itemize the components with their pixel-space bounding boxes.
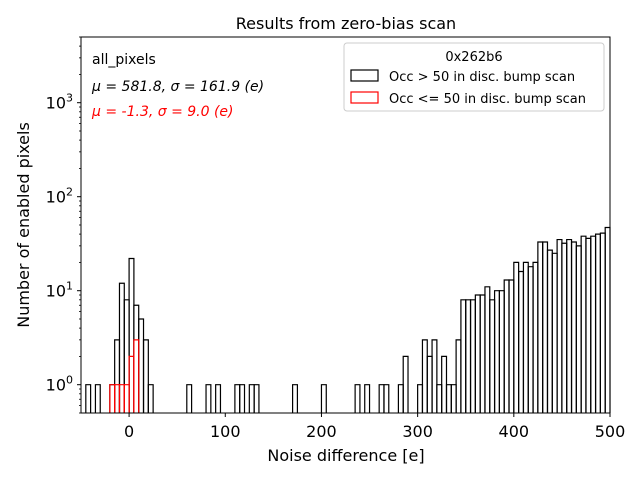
y-axis-label: Number of enabled pixels [14, 122, 33, 328]
legend-entry-high: Occ > 50 in disc. bump scan [389, 70, 575, 85]
annotation-stats-all: μ = 581.8, σ = 161.9 (e) [91, 79, 264, 95]
legend-title: 0x262b6 [445, 50, 502, 65]
histogram-bin [205, 384, 212, 413]
series-1 [109, 339, 140, 413]
histogram-bin [142, 339, 149, 413]
axes-frame [80, 36, 611, 414]
x-tick-label: 300 [402, 422, 433, 441]
histogram-bin [147, 384, 154, 413]
x-axis-label: Noise difference [e] [267, 446, 424, 465]
x-tick-label: 200 [306, 422, 337, 441]
histogram-bin [215, 384, 222, 413]
histogram-bin [292, 384, 299, 413]
histogram-bin [239, 384, 246, 413]
x-tick-label: 0 [124, 422, 134, 441]
legend-frame [343, 42, 605, 112]
histogram-bin [186, 384, 193, 413]
chart-title: Results from zero-bias scan [236, 14, 456, 33]
annotation-stats-red: μ = -1.3, σ = 9.0 (e) [91, 104, 234, 120]
x-tick-label: 500 [595, 422, 626, 441]
histogram-bin [320, 384, 327, 413]
histogram-bin [364, 384, 371, 413]
x-tick-label: 100 [210, 422, 241, 441]
histogram-bin [94, 384, 101, 413]
histogram-bin [431, 339, 438, 413]
x-tick-label: 400 [499, 422, 530, 441]
histogram-bin [354, 384, 361, 413]
legend-swatch-low [350, 91, 379, 104]
legend: 0x262b6 Occ > 50 in disc. bump scan Occ … [343, 42, 605, 112]
histogram-bin [253, 384, 260, 413]
histogram-bin [133, 339, 140, 413]
legend-entry-low: Occ <= 50 in disc. bump scan [389, 92, 586, 107]
histogram-bin [383, 384, 390, 413]
plot-area [85, 226, 611, 413]
histogram-bin [85, 384, 92, 413]
legend-swatch-high [350, 69, 379, 82]
annotation-label: all_pixels [92, 52, 156, 68]
x-axis-ticks: 0 100 200 300 400 500 [124, 413, 625, 441]
histogram-bin [402, 355, 409, 413]
